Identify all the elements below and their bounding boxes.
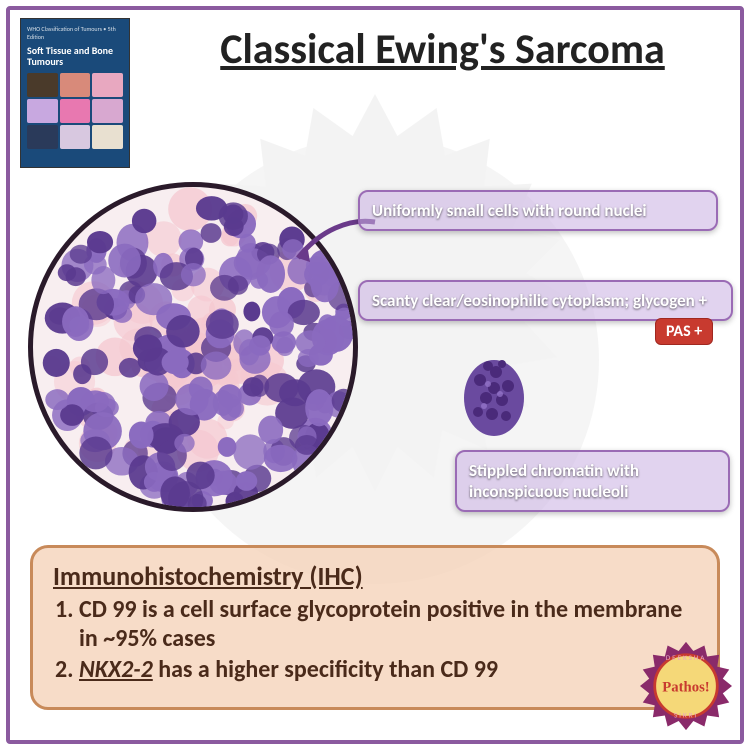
book-header: WHO Classification of Tumours • 5th Edit… xyxy=(27,25,123,41)
page-title: Classical Ewing's Sarcoma xyxy=(155,28,730,72)
svg-text:DEEKSHA: DEEKSHA xyxy=(666,653,707,662)
ihc-heading: Immunohistochemistry (IHC) xyxy=(53,560,697,592)
book-thumbnail: WHO Classification of Tumours • 5th Edit… xyxy=(20,18,130,168)
pas-badge: PAS + xyxy=(655,318,713,345)
feature-chromatin: Stippled chromatin with inconspicuous nu… xyxy=(455,450,730,512)
ihc-panel: Immunohistochemistry (IHC) CD 99 is a ce… xyxy=(30,545,720,710)
pathos-logo: Pathos! DEEKSHA SIKRI xyxy=(640,640,732,732)
book-title: Soft Tissue and Bone Tumours xyxy=(27,45,123,67)
svg-text:Pathos!: Pathos! xyxy=(662,680,709,696)
ihc-list: CD 99 is a cell surface glycoprotein pos… xyxy=(53,596,697,684)
ihc-item-2-rest: has a higher specificity than CD 99 xyxy=(153,655,498,684)
ihc-nkx-emph: NKX2-2 xyxy=(79,655,153,684)
book-tile-grid xyxy=(27,73,123,149)
ihc-item-1: CD 99 is a cell surface glycoprotein pos… xyxy=(79,596,697,654)
feature-nuclei: Uniformly small cells with round nuclei xyxy=(358,190,718,231)
feature-cytoplasm: Scanty clear/eosinophilic cytoplasm; gly… xyxy=(358,280,733,321)
ihc-item-2: NKX2-2 has a higher specificity than CD … xyxy=(79,656,697,685)
histology-micrograph xyxy=(28,182,358,512)
chromatin-illustration xyxy=(458,350,530,438)
svg-text:SIKRI: SIKRI xyxy=(674,710,698,719)
